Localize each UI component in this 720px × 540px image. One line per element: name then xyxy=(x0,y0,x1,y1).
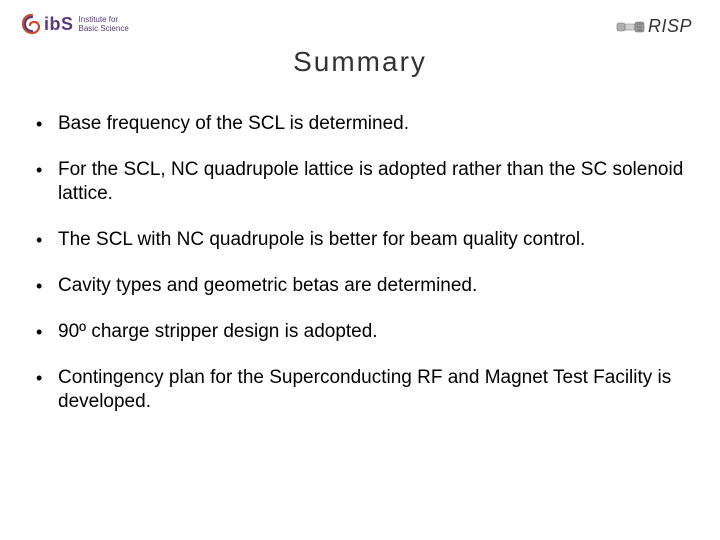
bullet-text: For the SCL, NC quadrupole lattice is ad… xyxy=(58,158,692,206)
list-item: • For the SCL, NC quadrupole lattice is … xyxy=(36,158,692,206)
risp-logo: RISP xyxy=(616,16,692,37)
bullet-dot-icon: • xyxy=(36,320,58,344)
slide-body: • Base frequency of the SCL is determine… xyxy=(28,112,692,414)
slide-header: ibS Institute for Basic Science RISP xyxy=(28,14,692,74)
ibs-swirl-icon xyxy=(20,12,44,36)
bullet-dot-icon: • xyxy=(36,158,58,182)
bullet-dot-icon: • xyxy=(36,366,58,390)
risp-label: RISP xyxy=(648,16,692,37)
slide: ibS Institute for Basic Science RISP Sum… xyxy=(0,0,720,540)
bullet-dot-icon: • xyxy=(36,274,58,298)
bullet-text: The SCL with NC quadrupole is better for… xyxy=(58,228,692,252)
bullet-text: Cavity types and geometric betas are det… xyxy=(58,274,692,298)
bullet-text: 90º charge stripper design is adopted. xyxy=(58,320,692,344)
bullet-text: Base frequency of the SCL is determined. xyxy=(58,112,692,136)
bullet-list: • Base frequency of the SCL is determine… xyxy=(36,112,692,414)
list-item: • 90º charge stripper design is adopted. xyxy=(36,320,692,344)
ibs-logo-subtitle: Institute for Basic Science xyxy=(79,15,129,33)
list-item: • Contingency plan for the Superconducti… xyxy=(36,366,692,414)
list-item: • The SCL with NC quadrupole is better f… xyxy=(36,228,692,252)
bullet-text: Contingency plan for the Superconducting… xyxy=(58,366,692,414)
ibs-logo: ibS Institute for Basic Science xyxy=(20,12,129,36)
list-item: • Base frequency of the SCL is determine… xyxy=(36,112,692,136)
risp-device-icon xyxy=(616,20,646,34)
ibs-logo-text: ibS xyxy=(44,14,74,35)
list-item: • Cavity types and geometric betas are d… xyxy=(36,274,692,298)
bullet-dot-icon: • xyxy=(36,112,58,136)
bullet-dot-icon: • xyxy=(36,228,58,252)
